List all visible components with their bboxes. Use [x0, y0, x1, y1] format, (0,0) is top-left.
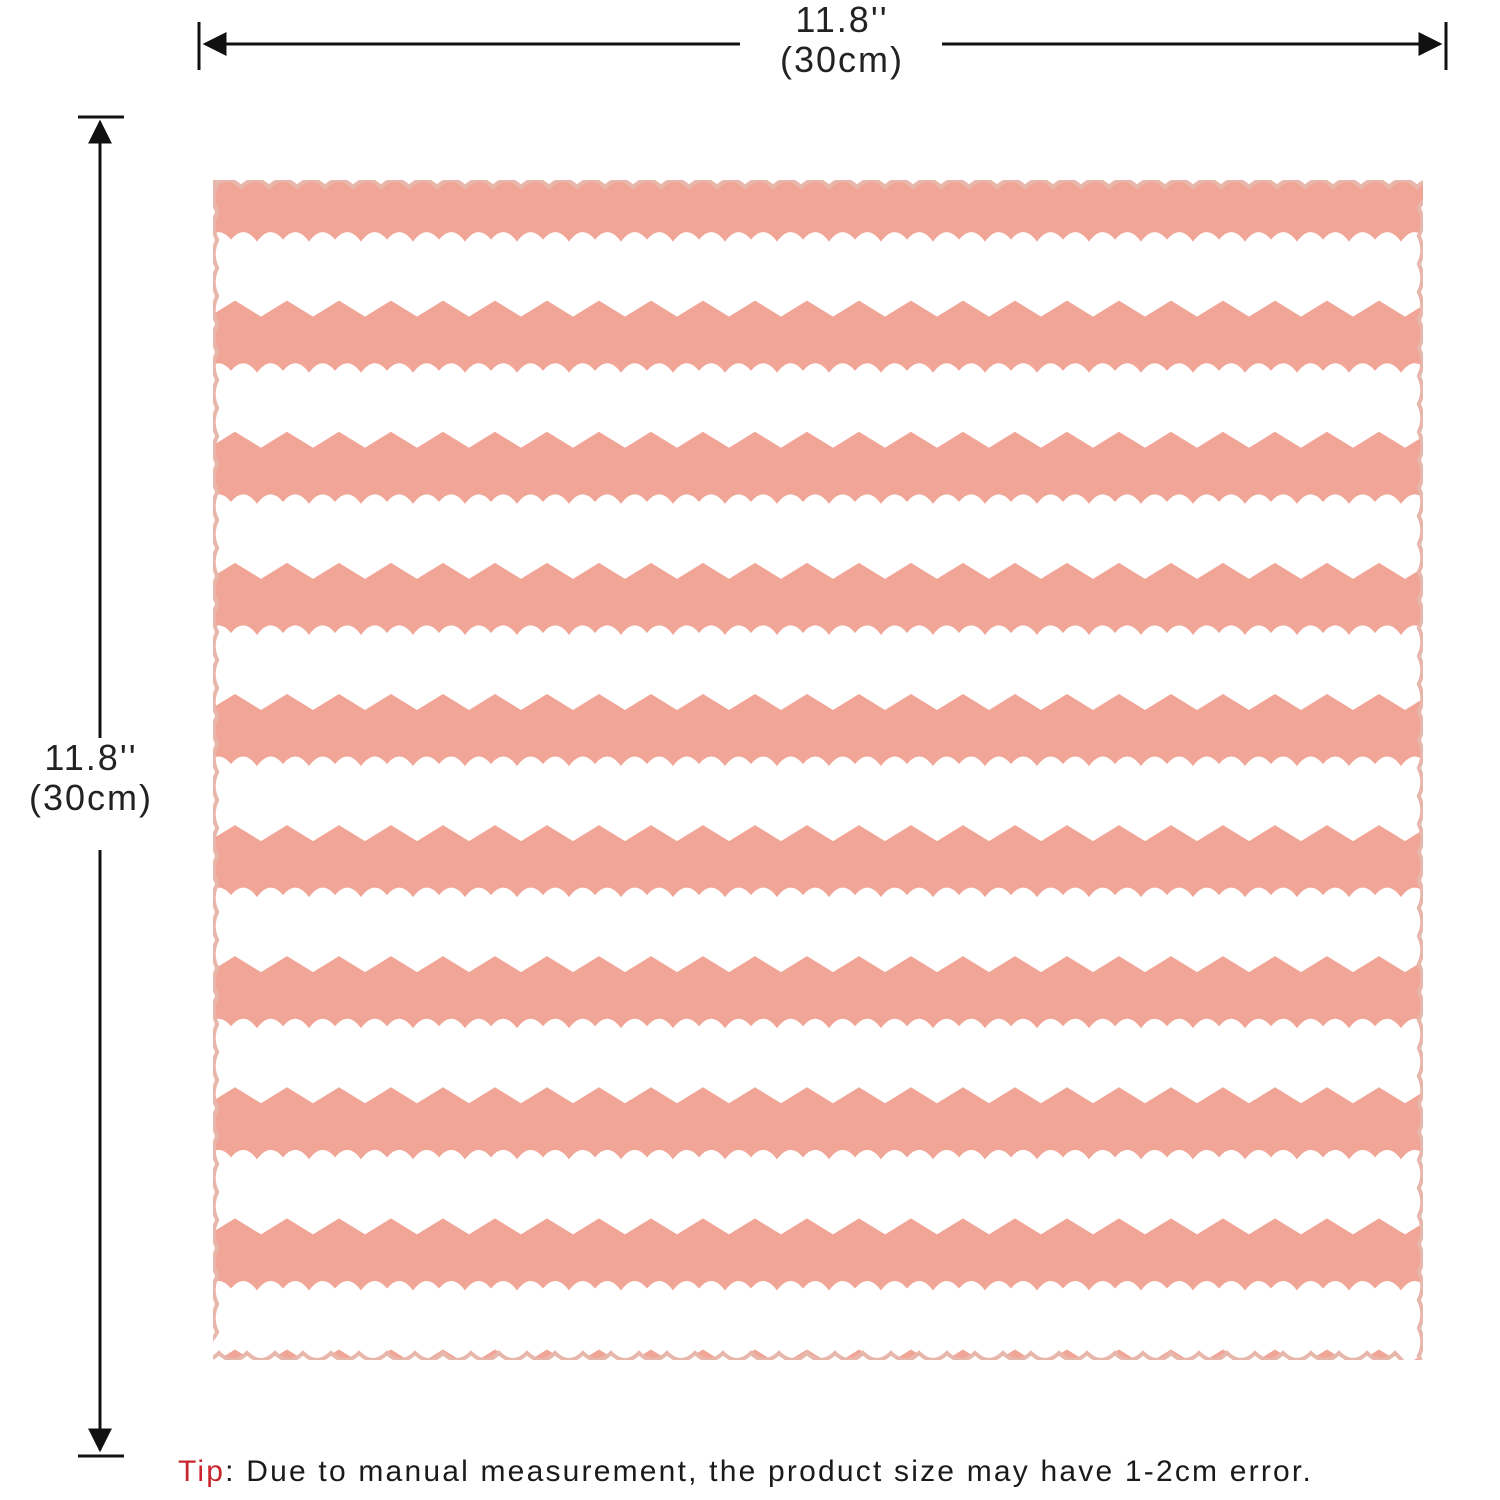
white-stripe [213, 756, 1423, 842]
width-label: 11.8'' (30cm) [742, 0, 942, 80]
height-inches: 11.8'' [44, 737, 138, 778]
white-stripe [213, 494, 1423, 579]
white-stripe [213, 232, 1423, 317]
white-stripe [213, 625, 1423, 710]
height-cm: (30cm) [28, 777, 153, 818]
white-stripe [213, 1149, 1423, 1235]
white-stripe [213, 1281, 1423, 1360]
tip-label: Tip [178, 1455, 226, 1488]
white-stripe [213, 363, 1423, 448]
height-label: 11.8'' (30cm) [6, 738, 176, 818]
width-inches: 11.8'' [795, 0, 889, 40]
tip-text: : Due to manual measurement, the product… [225, 1455, 1314, 1488]
towel-scalloped-edge [213, 180, 1423, 1360]
tip-note: Tip: Due to manual measurement, the prod… [178, 1455, 1488, 1489]
towel-image [213, 180, 1423, 1360]
width-cm: (30cm) [779, 39, 904, 80]
white-stripe [213, 1018, 1423, 1104]
white-stripe [213, 887, 1423, 973]
